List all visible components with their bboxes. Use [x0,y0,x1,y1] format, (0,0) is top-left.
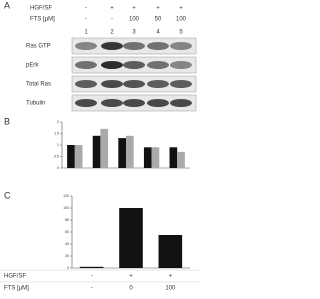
y-tick-label: 120 [63,194,69,198]
lane-number: 4 [156,30,160,36]
y-tick-label: 80 [65,218,69,222]
row-label: HGF/SF [30,6,52,12]
row-value: - [111,17,113,23]
band [75,61,97,69]
row-value: 50 [155,17,162,23]
bar [143,147,152,168]
bar [158,235,183,268]
lane-number: 3 [132,30,136,36]
row-label: FTS [μM] [30,17,55,23]
band [147,42,169,50]
band [123,80,145,88]
band [170,61,192,69]
band [170,42,192,50]
row-value: + [129,274,133,280]
row-value: + [169,274,173,280]
bar [169,147,178,168]
band [75,42,97,50]
row-label: HGF/SF [4,274,26,280]
panel-label: A [4,0,10,10]
row-value: + [110,6,114,12]
y-tick-label: 100 [63,206,69,210]
band [170,80,192,88]
lane-number: 5 [179,30,183,36]
bar [74,145,83,168]
bar [79,266,104,268]
band [123,99,145,107]
row-value: - [85,6,87,12]
band [147,80,169,88]
panel-label: B [4,116,10,126]
row-value: + [132,6,136,12]
row-value: 0 [129,286,133,292]
row-value: 100 [165,286,176,292]
band [123,61,145,69]
lane-number: 1 [84,30,88,36]
band [101,42,123,50]
bar [119,208,143,268]
band [123,42,145,50]
row-value: - [91,286,93,292]
band [101,61,123,69]
y-tick-label: 20 [65,254,69,258]
row-value: 100 [129,17,140,23]
y-tick-label: 0 [57,166,59,170]
row-label: FTS [μM] [4,286,29,292]
bar [67,145,75,168]
row-value: 100 [176,17,187,23]
row-value: + [179,6,183,12]
band [101,99,123,107]
y-tick-label: 60 [65,230,69,234]
lane-number: 2 [110,30,114,36]
bar [126,135,134,168]
row-value: + [156,6,160,12]
blot-label: pErk [26,63,39,69]
band [75,80,97,88]
bar [92,135,101,168]
y-tick-label: 0.5 [54,154,59,158]
bar [151,147,160,168]
band [101,80,123,88]
bar [100,128,109,168]
band [147,61,169,69]
blot-label: Ras GTP [26,44,51,50]
y-tick-label: 40 [65,242,69,246]
bar [177,151,185,168]
band [75,99,97,107]
band [170,99,192,107]
y-tick-label: 1 [57,143,59,147]
blot-label: Tubulin [26,101,45,107]
bar [118,138,126,168]
y-tick-label: 0 [67,266,69,270]
blot-label: Total Ras [26,82,51,88]
row-value: - [91,274,93,280]
band [147,99,169,107]
y-tick-label: 1.5 [54,131,59,135]
row-value: - [85,17,87,23]
y-tick-label: 2 [57,120,59,124]
panel-label: C [4,190,11,200]
